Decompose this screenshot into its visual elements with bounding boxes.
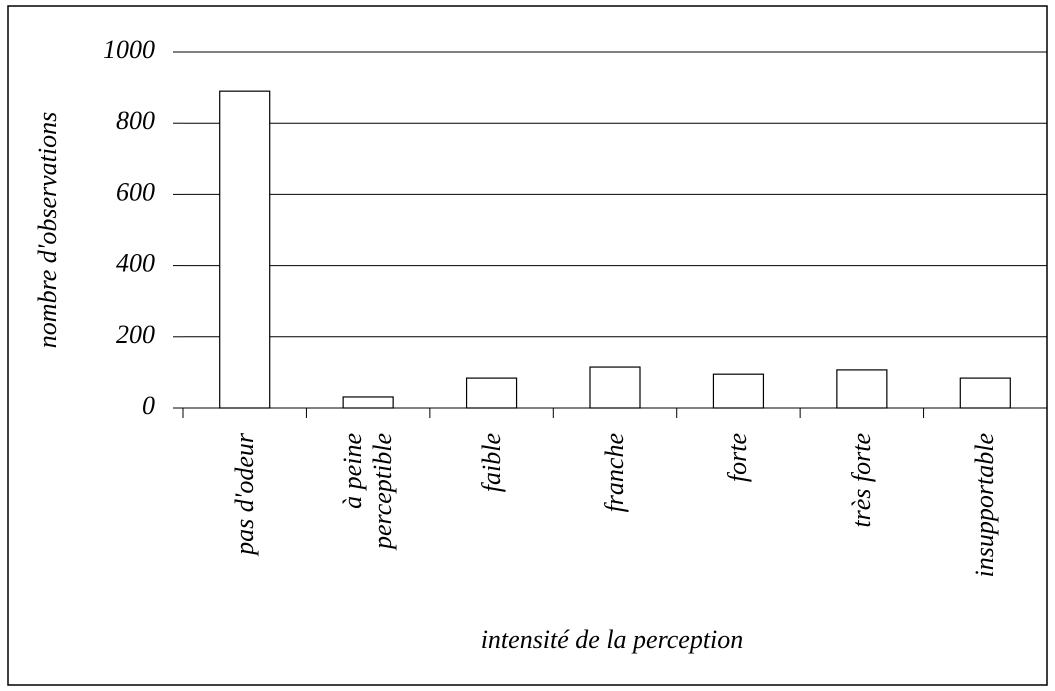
x-tick-label: forte — [723, 433, 753, 483]
chart-border — [7, 5, 1048, 686]
x-tick-label: très forte — [846, 433, 876, 528]
x-tick-label: à peine perceptible — [338, 433, 398, 549]
y-tick-label: 0 — [142, 391, 155, 420]
bar — [959, 377, 1011, 409]
y-tick-label: 600 — [116, 177, 155, 206]
y-axis-label: nombre d'observations — [33, 112, 62, 348]
bar — [465, 377, 518, 409]
x-axis-label: intensité de la perception — [481, 625, 744, 654]
bar — [342, 396, 394, 409]
x-tick-label: insupportable — [970, 433, 1000, 578]
x-tick-label: faible — [476, 433, 506, 493]
y-tick-label: 800 — [116, 106, 155, 135]
bar — [589, 366, 641, 409]
x-tick-label: pas d'odeur — [229, 433, 259, 555]
y-tick-label: 200 — [116, 320, 155, 349]
bar — [836, 369, 888, 409]
y-tick-label: 1000 — [103, 35, 155, 64]
y-tick-label: 400 — [116, 249, 155, 278]
bar — [712, 373, 765, 409]
x-tick-label: franche — [600, 433, 629, 513]
bar — [219, 90, 271, 409]
